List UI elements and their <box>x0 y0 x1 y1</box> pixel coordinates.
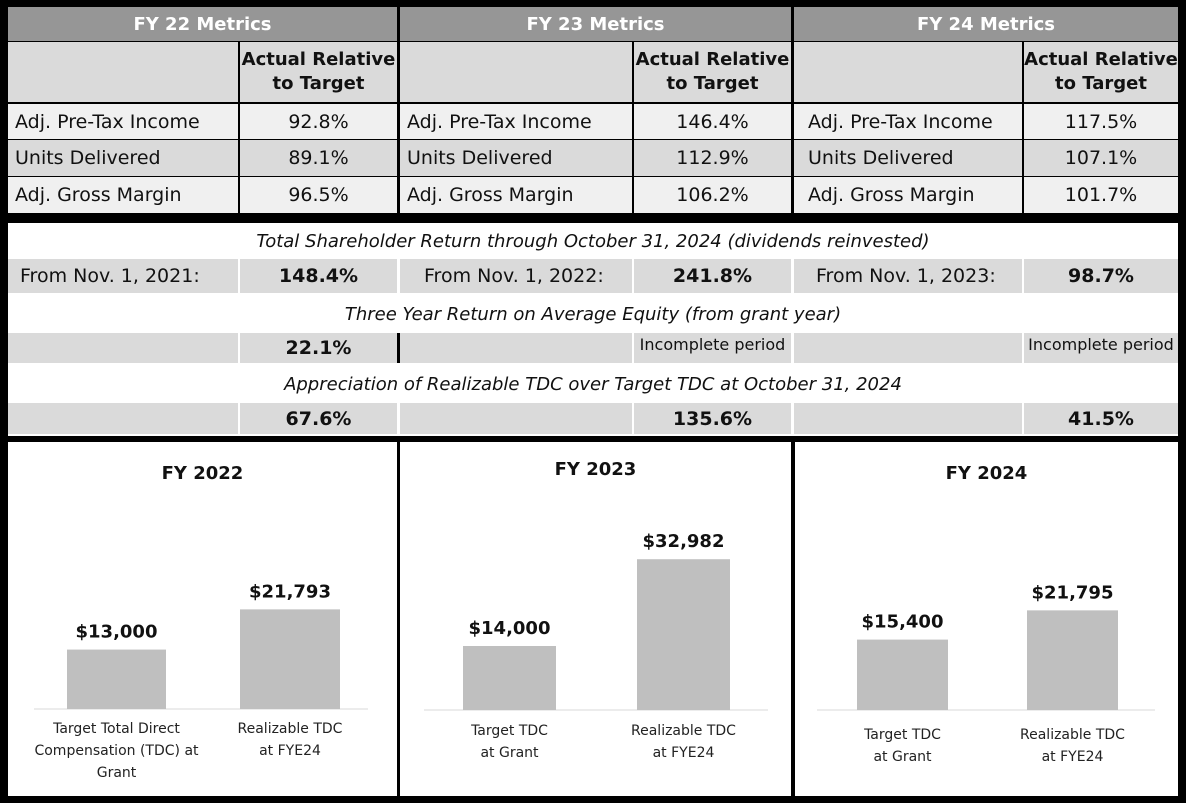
fy22-metric-label: Adj. Pre-Tax Income <box>8 104 238 139</box>
chart-bar <box>857 639 948 710</box>
fy23-metric-label: Adj. Pre-Tax Income <box>400 104 632 139</box>
chart-bar <box>67 649 166 709</box>
fy22-metric-value: 96.5% <box>240 177 397 213</box>
fy23-actual-header: Actual Relative to Target <box>634 42 791 102</box>
roe-value-fy24: Incomplete period <box>1024 333 1178 363</box>
tsr-label-fy24: From Nov. 1, 2023: <box>794 259 1022 293</box>
tdc-blank-fy23 <box>400 403 632 434</box>
fy22-metrics-header: FY 22 Metrics <box>8 7 397 41</box>
chart-category-label: Target Total Direct Compensation (TDC) at… <box>34 721 199 781</box>
fy22-metric-label: Units Delivered <box>8 140 238 176</box>
roe-divider <box>397 333 400 363</box>
tsr-title: Total Shareholder Return through October… <box>256 231 930 252</box>
fy22-metric-value: 89.1% <box>240 140 397 176</box>
fy22-actual-header: Actual Relative to Target <box>240 42 397 102</box>
chart-bar <box>1027 610 1118 710</box>
chart-panel-fy2023: FY 2023 $14,000 Target TDC at Grant $32,982 R… <box>400 442 791 796</box>
fy22-metric-value: 92.8% <box>240 104 397 139</box>
tdc-value-fy22: 67.6% <box>240 403 397 434</box>
chart-category-label: Target TDC at Grant <box>470 723 548 761</box>
chart-data-label: $13,000 <box>76 622 158 643</box>
tdc-value-fy24: 41.5% <box>1024 403 1178 434</box>
fy24-metric-value: 101.7% <box>1024 177 1178 213</box>
roe-value-fy23: Incomplete period <box>634 333 791 363</box>
chart-category-label: Target TDC at Grant <box>863 727 941 765</box>
chart-title: FY 2023 <box>555 459 637 480</box>
returns-section <box>8 223 1178 436</box>
fy23-metric-label: Units Delivered <box>400 140 632 176</box>
chart-title: FY 2024 <box>946 463 1028 484</box>
chart-title: FY 2022 <box>162 463 244 484</box>
fy23-metric-label: Adj. Gross Margin <box>400 177 632 213</box>
fy23-metric-value: 112.9% <box>634 140 791 176</box>
fy23-metrics-header: FY 23 Metrics <box>400 7 791 41</box>
fy24-label-col-header <box>794 42 1022 102</box>
chart-panel-fy2022: FY 2022 $13,000 Target Total Direct Compens… <box>8 442 397 796</box>
chart-fy2022: FY 2022 $13,000 Target Total Direct Compens… <box>34 463 368 781</box>
chart-data-label: $14,000 <box>469 618 551 639</box>
fy24-metric-label: Units Delivered <box>794 140 1022 176</box>
fy23-metric-value: 106.2% <box>634 177 791 213</box>
chart-panel-fy2024: FY 2024 $15,400 Target TDC at Grant $21,795 R… <box>795 442 1178 796</box>
roe-value-fy22: 22.1% <box>240 333 397 363</box>
tdc-value-fy23: 135.6% <box>634 403 791 434</box>
chart-bar <box>463 646 556 710</box>
chart-data-label: $21,795 <box>1032 582 1114 603</box>
tsr-value-fy23: 241.8% <box>634 259 791 293</box>
chart-bar <box>240 609 340 709</box>
tdc-blank-fy22 <box>8 403 238 434</box>
chart-category-label: Realizable TDC at FYE24 <box>238 721 343 759</box>
chart-data-label: $32,982 <box>643 531 725 552</box>
fy22-metric-label: Adj. Gross Margin <box>8 177 238 213</box>
fy24-metric-value: 107.1% <box>1024 140 1178 176</box>
fy24-actual-header: Actual Relative to Target <box>1024 42 1178 102</box>
roe-title: Three Year Return on Average Equity (fro… <box>344 304 842 325</box>
roe-blank-fy23 <box>400 333 632 363</box>
fy24-metrics-header: FY 24 Metrics <box>794 7 1178 41</box>
chart-fy2023: FY 2023 $14,000 Target TDC at Grant $32,982 R… <box>424 459 768 761</box>
chart-fy2024: FY 2024 $15,400 Target TDC at Grant $21,795 R… <box>817 463 1155 765</box>
tdc-title: Appreciation of Realizable TDC over Targ… <box>284 374 902 395</box>
chart-category-label: Realizable TDC at FYE24 <box>1020 727 1125 765</box>
tsr-label-fy23: From Nov. 1, 2022: <box>400 259 632 293</box>
roe-blank-fy22 <box>8 333 238 363</box>
fy23-metric-value: 146.4% <box>634 104 791 139</box>
chart-data-label: $21,793 <box>249 581 331 602</box>
chart-bar <box>637 559 730 710</box>
fy23-label-col-header <box>400 42 632 102</box>
fy24-metric-value: 117.5% <box>1024 104 1178 139</box>
fy22-label-col-header <box>8 42 238 102</box>
chart-category-label: Realizable TDC at FYE24 <box>631 723 736 761</box>
tdc-blank-fy24 <box>794 403 1022 434</box>
fy24-metric-label: Adj. Gross Margin <box>794 177 1022 213</box>
tsr-label-fy22: From Nov. 1, 2021: <box>8 259 238 293</box>
tsr-value-fy24: 98.7% <box>1024 259 1178 293</box>
chart-data-label: $15,400 <box>862 612 944 633</box>
tsr-value-fy22: 148.4% <box>240 259 397 293</box>
fy24-metric-label: Adj. Pre-Tax Income <box>794 104 1022 139</box>
roe-blank-fy24 <box>794 333 1022 363</box>
